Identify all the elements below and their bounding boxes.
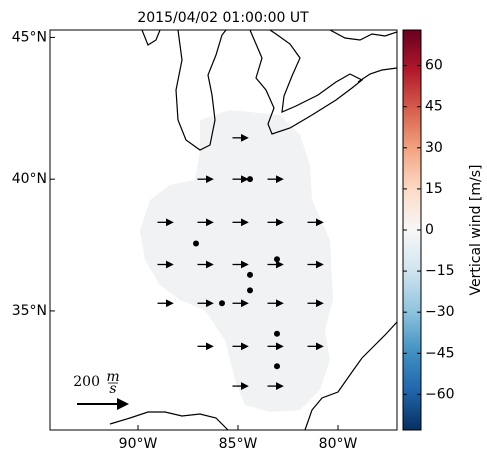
station-point — [247, 287, 253, 294]
coastline — [109, 411, 229, 430]
colorbar-tick-label: 0 — [425, 222, 434, 238]
colorbar-tick-label: −45 — [425, 345, 455, 361]
key-unit-bottom: s — [109, 381, 116, 397]
coastline — [175, 30, 227, 151]
y-tick-label: 40°N — [12, 171, 47, 187]
colorbar-tick-label: 45 — [425, 99, 443, 115]
map-frame — [49, 29, 398, 431]
colorbar-tick-label: −60 — [425, 386, 455, 402]
colorbar-label: Vertical wind [m/s] — [468, 165, 484, 296]
coastline — [141, 30, 161, 46]
key-unit-top: m — [106, 369, 119, 385]
map-area — [109, 30, 397, 430]
station-point — [247, 176, 253, 183]
coastline — [329, 30, 397, 41]
key-label: 200 — [73, 374, 100, 390]
station-point — [219, 300, 225, 307]
x-tick-label: 80°W — [319, 436, 358, 452]
colorbar-tick-label: 60 — [425, 58, 443, 74]
colorbar-tick-label: −30 — [425, 304, 455, 320]
coverage-region — [140, 110, 333, 412]
y-tick-label: 45°N — [12, 29, 47, 45]
station-point — [247, 271, 253, 278]
coastline — [357, 67, 397, 83]
station-point — [193, 240, 199, 247]
coastline — [304, 321, 397, 430]
colorbar-tick-label: 15 — [425, 181, 443, 197]
x-tick-label: 90°W — [119, 436, 158, 452]
colorbar-tick-label: 30 — [425, 140, 443, 156]
x-tick-label: 85°W — [219, 436, 258, 452]
map-title: 2015/04/02 01:00:00 UT — [137, 10, 309, 26]
station-point — [274, 363, 280, 370]
colorbar-tick-label: −15 — [425, 263, 455, 279]
y-tick-label: 35°N — [12, 303, 47, 319]
station-point — [274, 256, 280, 263]
station-point — [274, 330, 280, 337]
